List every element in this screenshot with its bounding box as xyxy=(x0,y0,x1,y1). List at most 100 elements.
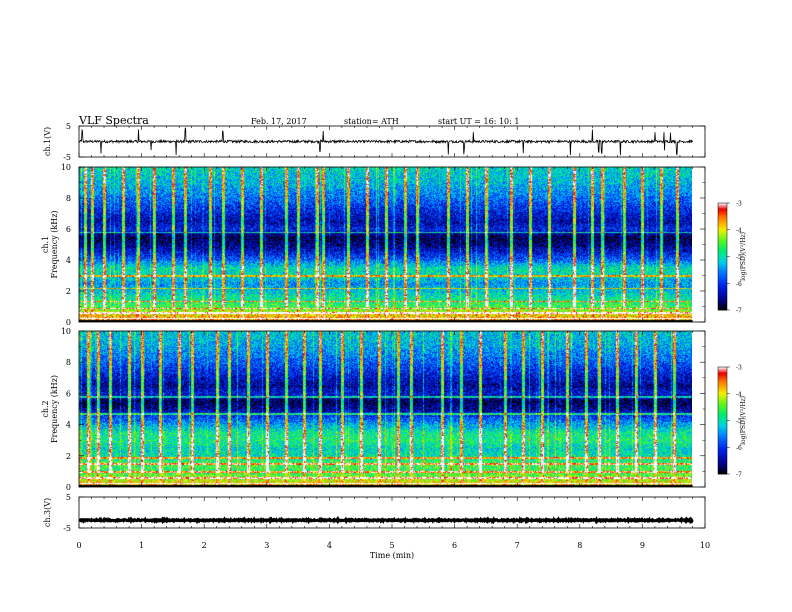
colorbar-swatch xyxy=(718,411,727,414)
colorbar-swatch xyxy=(718,404,727,407)
colorbar-swatch xyxy=(718,288,727,291)
colorbar-tick-label: -5 xyxy=(736,254,742,261)
colorbar-swatch xyxy=(718,399,727,402)
colorbar-swatch xyxy=(718,454,727,457)
colorbar-swatch xyxy=(718,204,727,207)
panel-frame xyxy=(78,496,706,529)
colorbar-swatch xyxy=(718,397,727,400)
y-tick-label: 10 xyxy=(61,327,71,336)
colorbar-swatch xyxy=(718,217,727,220)
y-axis-label: ch.3(V) xyxy=(43,498,52,527)
colorbar-swatch xyxy=(718,468,727,471)
colorbar-swatch xyxy=(718,281,727,284)
y-tick-label: 0 xyxy=(66,483,71,492)
x-tick-label: 8 xyxy=(577,541,582,550)
x-tick-label: 2 xyxy=(202,541,207,550)
y-tick-label: 6 xyxy=(66,389,71,398)
colorbar-swatch xyxy=(718,386,727,389)
colorbar-swatch xyxy=(718,456,727,459)
y-axis-label: Frequency (kHz) xyxy=(50,375,59,443)
date-label: Feb. 17, 2017 xyxy=(251,117,307,126)
y-tick-label: 5 xyxy=(66,493,71,502)
colorbar-swatch xyxy=(718,240,727,243)
colorbar-swatch xyxy=(718,272,727,275)
colorbar-swatch xyxy=(718,267,727,270)
y-axis-label: ch.1 xyxy=(41,236,50,253)
colorbar-swatch xyxy=(718,457,727,461)
colorbar-swatch xyxy=(718,249,727,252)
ch1-waveform-panel: -5 5 ch.1(V) xyxy=(43,122,706,162)
colorbar-swatch xyxy=(718,236,727,240)
colorbar-swatch xyxy=(718,231,727,234)
x-tick-label: 9 xyxy=(640,541,645,550)
colorbar-swatch xyxy=(718,302,727,306)
colorbar-swatch xyxy=(718,263,727,266)
y-axis-label: Frequency (kHz) xyxy=(50,210,59,278)
colorbar-swatch xyxy=(718,422,727,425)
colorbar-swatch xyxy=(718,381,727,384)
start-time-label: start UT = 16: 10: 1 xyxy=(438,117,519,126)
colorbar-swatch xyxy=(718,420,727,423)
colorbar-swatch xyxy=(718,395,727,398)
station-label: station= ATH xyxy=(344,117,399,126)
colorbar-swatch xyxy=(718,265,727,268)
colorbar-swatch xyxy=(718,215,727,218)
colorbar-swatch xyxy=(718,286,727,289)
y-tick-label: -5 xyxy=(63,524,71,533)
colorbar-swatch xyxy=(718,466,727,470)
colorbar-swatch xyxy=(718,424,727,427)
colorbar-swatch xyxy=(718,470,727,473)
colorbar-label: log(PSD)(V²/Hz) xyxy=(740,396,747,445)
x-tick-label: 5 xyxy=(389,541,394,550)
ch1-spectrogram-panel: 0 2 4 6 8 10 ch.1 Frequency (kHz) xyxy=(41,163,706,327)
x-tick-label: 4 xyxy=(327,541,332,550)
colorbar-swatch xyxy=(718,306,727,309)
colorbar-swatch xyxy=(718,438,727,441)
colorbar-swatch xyxy=(718,229,727,232)
colorbar-tick-label: -7 xyxy=(736,308,742,315)
colorbar-tick-label: -5 xyxy=(736,418,742,425)
colorbar-swatch xyxy=(718,432,727,436)
colorbar-swatch xyxy=(718,277,727,281)
y-axis-label: ch.1(V) xyxy=(43,127,52,156)
x-axis-label: Time (min) xyxy=(370,551,414,560)
colorbar-swatch xyxy=(718,431,727,434)
y-tick-label: 6 xyxy=(66,225,71,234)
x-tick-label: 1 xyxy=(139,541,144,550)
y-tick-label: 10 xyxy=(61,163,71,172)
x-tick-label: 0 xyxy=(76,541,81,550)
colorbar-swatch xyxy=(718,244,727,247)
colorbar-swatch xyxy=(718,393,727,396)
y-tick-label: 4 xyxy=(66,421,71,430)
colorbar-swatch xyxy=(718,297,727,300)
colorbar-swatch xyxy=(718,459,727,462)
colorbar-swatch xyxy=(718,409,727,412)
figure-title: VLF Spectra xyxy=(78,114,149,127)
colorbar-swatch xyxy=(718,465,727,468)
colorbar-swatch xyxy=(718,252,727,256)
colorbar-swatch xyxy=(718,256,727,259)
colorbar-swatch xyxy=(718,251,727,254)
colorbar-swatch xyxy=(718,299,727,302)
colorbar-swatch xyxy=(718,224,727,227)
y-tick-label: 0 xyxy=(66,318,71,327)
colorbar-swatch xyxy=(718,206,727,209)
colorbar-swatch xyxy=(718,436,727,439)
colorbar-swatch xyxy=(718,226,727,229)
colorbar-swatch xyxy=(718,416,727,420)
colorbar-swatch xyxy=(718,295,727,298)
colorbar-swatch xyxy=(718,208,727,211)
colorbar-swatch xyxy=(718,445,727,448)
colorbar-tick-label: -7 xyxy=(736,472,742,479)
colorbars: -3 -4 -5 -6 -7 log(PSD)(V²/Hz) -3 -4 -5 -6 -7 log(P… xyxy=(717,201,747,479)
x-tick-label: 10 xyxy=(700,541,710,550)
colorbar-swatch xyxy=(718,408,727,411)
y-tick-label: 2 xyxy=(66,452,71,461)
ch2-spectrogram-raster xyxy=(79,331,692,487)
colorbar-swatch xyxy=(718,390,727,393)
y-axis-label: ch.2 xyxy=(41,400,50,417)
colorbar-tick-label: -6 xyxy=(736,445,742,452)
y-tick-label: -5 xyxy=(63,153,71,162)
colorbar-swatch xyxy=(718,219,727,222)
